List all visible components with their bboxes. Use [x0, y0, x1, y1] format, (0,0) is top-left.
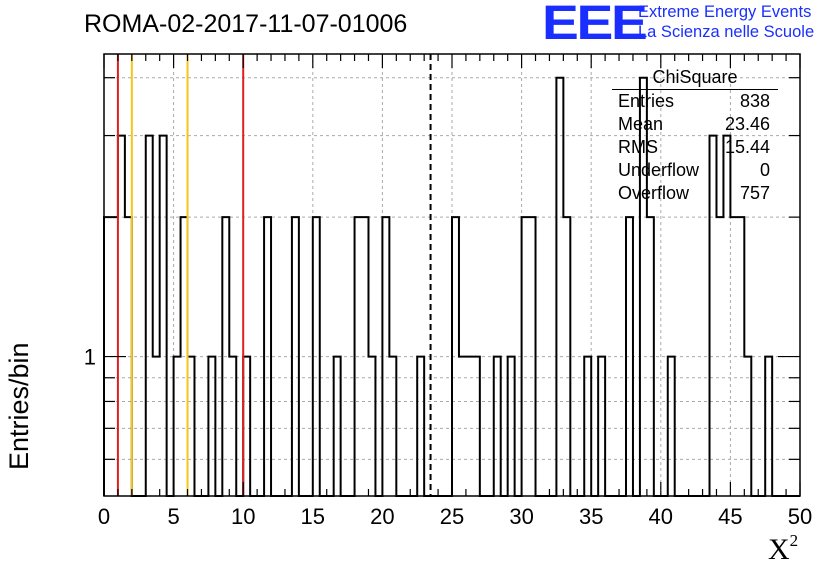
histogram-bin — [494, 357, 501, 496]
x-axis-label: X2 — [768, 531, 799, 567]
histogram-bin — [181, 217, 188, 496]
histogram-bin — [355, 217, 362, 496]
x-tick-label: 5 — [167, 504, 179, 529]
histogram-bin — [382, 217, 389, 496]
histogram-bin — [362, 217, 369, 496]
y-tick-label: 1 — [84, 345, 96, 370]
histogram-bin — [765, 357, 772, 496]
histogram-bin — [264, 217, 271, 496]
logo-line-2: La Scienza nelle Scuole — [638, 23, 815, 41]
plot-axes — [103, 53, 801, 497]
x-tick-label: 10 — [231, 504, 255, 529]
histogram-bin — [292, 217, 299, 496]
histogram-bin — [174, 357, 181, 496]
histogram-bin — [389, 357, 396, 496]
stats-title: ChiSquare — [612, 66, 778, 90]
stats-row-entries: Entries 838 — [612, 90, 778, 113]
x-tick-label: 25 — [440, 504, 464, 529]
histogram-bin — [466, 357, 473, 496]
stats-value: 757 — [739, 183, 770, 203]
histogram-bin — [508, 357, 515, 496]
histogram-bin — [584, 357, 591, 496]
logo-line-1: Extreme Energy Events — [638, 3, 812, 21]
histogram-bin — [598, 357, 605, 496]
stats-row-overflow: Overflow 757 — [612, 182, 778, 205]
x-tick-label: 30 — [509, 504, 533, 529]
histogram-bin — [229, 357, 236, 496]
histogram-bin — [626, 217, 633, 496]
x-tick-label: 40 — [649, 504, 673, 529]
stats-row-rms: RMS 15.44 — [612, 136, 778, 159]
histogram-bin — [243, 357, 250, 496]
histogram-bin — [417, 357, 424, 496]
histogram-bin — [222, 217, 229, 496]
stats-label: Entries — [618, 91, 675, 111]
histogram-bin — [668, 357, 675, 496]
histogram-bin — [529, 217, 536, 496]
x-axis-label-base: X — [768, 533, 790, 566]
histogram-bin — [160, 136, 167, 496]
tick-labels: 0 5 10 15 20 25 30 35 40 45 50 1 — [84, 345, 812, 529]
histogram-bin — [522, 217, 529, 496]
histogram-bin — [459, 357, 466, 496]
y-axis-label: Entries/bin — [4, 342, 34, 470]
stats-row-underflow: Underflow 0 — [612, 159, 778, 182]
histogram-bin — [313, 217, 320, 496]
histogram-bin — [188, 357, 195, 496]
x-tick-label: 50 — [788, 504, 812, 529]
x-axis-label-sup: 2 — [789, 531, 799, 550]
x-tick-label: 15 — [301, 504, 325, 529]
histogram-bin — [208, 357, 215, 496]
x-tick-label: 0 — [98, 504, 110, 529]
histogram-bin — [730, 217, 737, 496]
stats-label: RMS — [618, 137, 658, 157]
chart-title: ROMA-02-2017-11-07-01006 — [84, 10, 408, 38]
histogram-bin — [473, 357, 480, 496]
stats-label: Mean — [618, 114, 664, 134]
histogram-bin — [716, 217, 723, 496]
marker-lines — [116, 54, 432, 496]
histogram-bin — [737, 217, 744, 496]
x-tick-label: 20 — [370, 504, 394, 529]
stats-label: Overflow — [618, 183, 690, 203]
stats-value: 15.44 — [724, 137, 770, 157]
stats-row-mean: Mean 23.46 — [612, 113, 778, 136]
stats-box: ChiSquare Entries 838 Mean 23.46 RMS 15.44 … — [612, 66, 778, 205]
histogram-bin — [647, 217, 654, 496]
logo-mark: EEE — [542, 0, 648, 50]
logo-text: Extreme Energy Events La Scienza nelle S… — [638, 2, 814, 42]
histogram-bin — [153, 357, 160, 496]
histogram-bin — [744, 357, 751, 496]
x-tick-label: 45 — [718, 504, 742, 529]
histogram-bin — [556, 78, 563, 496]
stats-label: Underflow — [618, 160, 700, 180]
histogram-bin — [334, 357, 341, 496]
histogram-bin — [368, 357, 375, 496]
histogram-bin — [563, 217, 570, 496]
eee-logo: EEE Extreme Energy Events La Scienza nel… — [542, 0, 814, 50]
stats-value: 23.46 — [724, 114, 770, 134]
histogram-bin — [118, 136, 125, 496]
histogram-bin — [452, 217, 459, 496]
stats-value: 0 — [759, 160, 770, 180]
histogram-bin — [146, 136, 153, 496]
x-tick-label: 35 — [579, 504, 603, 529]
stats-value: 838 — [739, 91, 770, 111]
